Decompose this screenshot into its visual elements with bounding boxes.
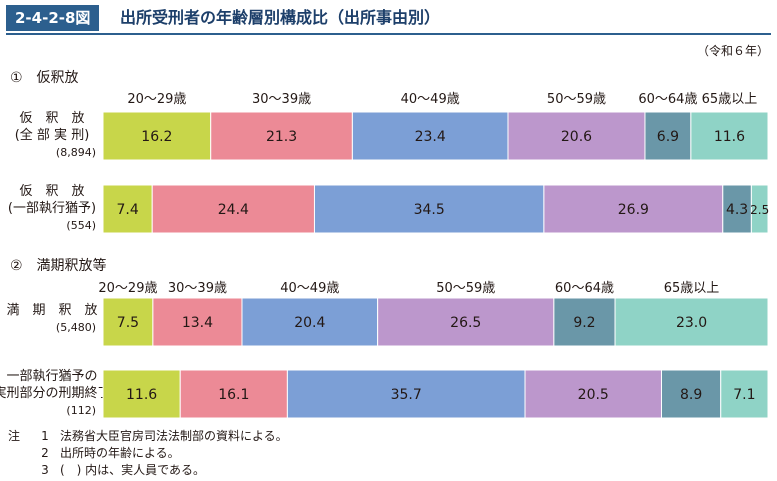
row-count: (8,894) — [56, 146, 96, 159]
data-label: 13.4 — [182, 315, 213, 331]
note-number: 3 — [41, 463, 49, 477]
row-label: 実刑部分の刑期終了 — [0, 385, 111, 401]
bar-segment — [722, 184, 752, 234]
data-label: 23.4 — [415, 129, 446, 145]
data-label: 11.6 — [126, 387, 157, 403]
note-number: 2 — [41, 446, 49, 460]
data-label: 9.2 — [573, 315, 595, 331]
category-label: 60～64歳 — [638, 92, 697, 107]
bar-segment — [553, 297, 616, 347]
row-label: (一部執行猶予) — [8, 200, 96, 216]
bar-segment — [151, 184, 315, 234]
year-note: （令和６年） — [696, 44, 769, 58]
section-heading-expiration: ② 満期釈放等 — [10, 258, 107, 274]
row-label: (全 部 実 刑) — [15, 127, 90, 143]
bar-segment — [720, 369, 769, 419]
bar-segment — [507, 111, 646, 161]
category-label: 40～49歳 — [401, 92, 460, 107]
figure-number-badge: 2-4-2-8図 — [6, 5, 100, 31]
row-label: 満 期 釈 放 — [6, 303, 97, 318]
note-line: 注 1 法務省大臣官房司法法制部の資料による。 — [8, 428, 288, 445]
data-label: 20.5 — [578, 387, 609, 403]
note-text: ( ) 内は、実人員である。 — [60, 463, 206, 477]
title-underline — [6, 33, 771, 35]
row-count: (112) — [66, 404, 96, 417]
bar-segment — [313, 184, 545, 234]
bar-segment — [102, 184, 153, 234]
row-label: 仮 釈 放 — [19, 111, 84, 126]
category-label: 50～59歳 — [436, 281, 495, 296]
data-label: 7.4 — [116, 202, 138, 218]
data-label: 26.9 — [618, 202, 649, 218]
data-label: 4.3 — [726, 202, 748, 218]
data-label: 23.0 — [676, 315, 707, 331]
bar-segment — [377, 297, 555, 347]
category-label: 60～64歳 — [555, 281, 614, 296]
category-label: 30～39歳 — [252, 92, 311, 107]
category-label: 20～29歳 — [98, 281, 157, 296]
bar-segment — [614, 297, 769, 347]
category-label: 50～59歳 — [547, 92, 606, 107]
data-label: 16.1 — [218, 387, 249, 403]
bar-segment — [690, 111, 769, 161]
bar-segment — [543, 184, 724, 234]
data-label: 20.6 — [561, 129, 592, 145]
category-label: 30～39歳 — [168, 281, 227, 296]
note-prefix: 注 — [8, 429, 21, 443]
data-label: 8.9 — [680, 387, 702, 403]
row-count: (5,480) — [56, 321, 96, 334]
data-label: 20.4 — [294, 315, 325, 331]
data-label: 21.3 — [266, 129, 297, 145]
figure-header: 2-4-2-8図 出所受刑者の年齢層別構成比（出所事由別） — [0, 0, 777, 36]
note-text: 出所時の年齢による。 — [60, 446, 180, 460]
note-text: 法務省大臣官房司法法制部の資料による。 — [60, 429, 288, 443]
data-label: 7.1 — [733, 387, 755, 403]
bar-segment — [210, 111, 353, 161]
bar-segment — [351, 111, 509, 161]
data-label: 35.7 — [391, 387, 422, 403]
category-label: 65歳以上 — [702, 92, 758, 107]
data-label: 34.5 — [414, 202, 445, 218]
note-line: 2 出所時の年齢による。 — [8, 445, 288, 462]
data-label: 6.9 — [657, 129, 679, 145]
row-label: 一部執行猶予の — [6, 368, 97, 384]
note-number: 1 — [41, 429, 49, 443]
category-label: 65歳以上 — [664, 281, 720, 296]
bar-segment — [750, 184, 769, 234]
bar-segment — [102, 297, 154, 347]
data-label: 7.5 — [117, 315, 139, 331]
row-count: (554) — [66, 219, 96, 232]
section-heading-parole: ① 仮釈放 — [10, 70, 79, 86]
data-label: 16.2 — [141, 129, 172, 145]
data-label: 24.4 — [218, 202, 249, 218]
category-label: 20～29歳 — [127, 92, 186, 107]
bar-segment — [179, 369, 288, 419]
category-label: 40～49歳 — [280, 281, 339, 296]
bar-segment — [524, 369, 662, 419]
data-label: 26.5 — [450, 315, 481, 331]
notes: 注 1 法務省大臣官房司法法制部の資料による。 2 出所時の年齢による。 3 ( ) 内… — [8, 428, 288, 479]
note-line: 3 ( ) 内は、実人員である。 — [8, 462, 288, 479]
row-label: 仮 釈 放 — [19, 184, 84, 199]
bar-segment — [660, 369, 722, 419]
figure-title: 出所受刑者の年齢層別構成比（出所事由別） — [120, 8, 441, 27]
bar-segment — [102, 111, 212, 161]
data-label: 11.6 — [714, 129, 745, 145]
data-label: 2.5 — [750, 203, 769, 217]
